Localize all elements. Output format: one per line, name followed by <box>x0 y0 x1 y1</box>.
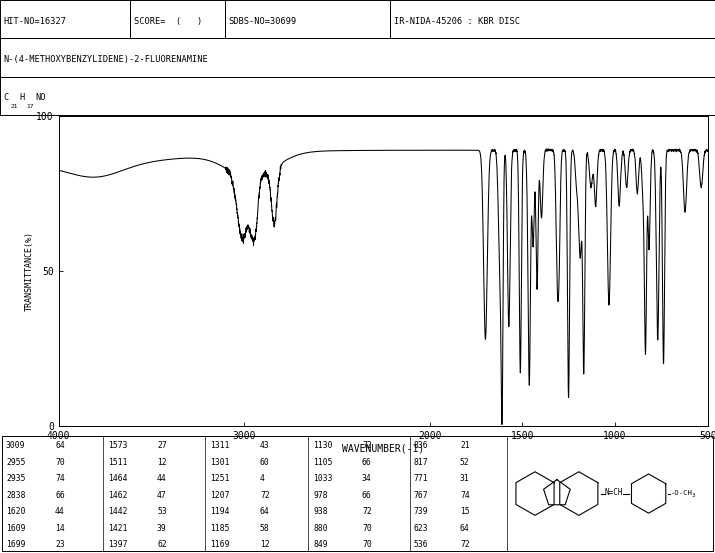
Text: 938: 938 <box>313 507 327 516</box>
Text: 70: 70 <box>55 458 65 467</box>
Text: 1130: 1130 <box>313 441 332 451</box>
Text: 43: 43 <box>260 441 270 451</box>
Text: 27: 27 <box>157 441 167 451</box>
Bar <box>0 77 715 115</box>
Text: 21: 21 <box>11 105 18 109</box>
Text: 39: 39 <box>157 524 167 533</box>
Text: 72: 72 <box>362 441 372 451</box>
Text: H: H <box>19 93 24 102</box>
Text: 1301: 1301 <box>210 458 230 467</box>
Text: 62: 62 <box>157 540 167 549</box>
Text: 31: 31 <box>460 474 470 483</box>
Text: 1194: 1194 <box>210 507 230 516</box>
Text: 4: 4 <box>260 474 265 483</box>
Bar <box>0 38 715 77</box>
Text: N-(4-METHOXYBENZYLIDENE)-2-FLUORENAMINE: N-(4-METHOXYBENZYLIDENE)-2-FLUORENAMINE <box>4 55 208 64</box>
Text: 74: 74 <box>460 491 470 500</box>
Y-axis label: TRANSMITTANCE(%): TRANSMITTANCE(%) <box>24 231 34 311</box>
Text: 1464: 1464 <box>108 474 127 483</box>
Text: 1251: 1251 <box>210 474 230 483</box>
Text: 44: 44 <box>157 474 167 483</box>
Text: 34: 34 <box>362 474 372 483</box>
Text: 1462: 1462 <box>108 491 127 500</box>
Text: 1169: 1169 <box>210 540 230 549</box>
Text: 1397: 1397 <box>108 540 127 549</box>
Text: 47: 47 <box>157 491 167 500</box>
Text: 1033: 1033 <box>313 474 332 483</box>
Text: 12: 12 <box>260 540 270 549</box>
Text: 64: 64 <box>260 507 270 516</box>
Text: N=CH: N=CH <box>605 488 623 497</box>
Text: 70: 70 <box>362 540 372 549</box>
Text: 72: 72 <box>460 540 470 549</box>
Text: 1620: 1620 <box>6 507 26 516</box>
Text: 739: 739 <box>413 507 428 516</box>
Text: 1421: 1421 <box>108 524 127 533</box>
Text: 2935: 2935 <box>6 474 26 483</box>
Text: 1185: 1185 <box>210 524 230 533</box>
Text: 23: 23 <box>55 540 65 549</box>
Text: 1442: 1442 <box>108 507 127 516</box>
Text: 52: 52 <box>460 458 470 467</box>
Text: 2838: 2838 <box>6 491 26 500</box>
Text: 12: 12 <box>157 458 167 467</box>
Text: C: C <box>4 93 9 102</box>
Text: 64: 64 <box>460 524 470 533</box>
Text: 880: 880 <box>313 524 327 533</box>
Text: 1573: 1573 <box>108 441 127 451</box>
Text: 58: 58 <box>260 524 270 533</box>
Text: 53: 53 <box>157 507 167 516</box>
Text: 1699: 1699 <box>6 540 26 549</box>
Text: 66: 66 <box>362 458 372 467</box>
Text: 44: 44 <box>55 507 65 516</box>
Text: 17: 17 <box>26 105 34 109</box>
Text: 14: 14 <box>55 524 65 533</box>
Text: 817: 817 <box>413 458 428 467</box>
Text: 1511: 1511 <box>108 458 127 467</box>
X-axis label: WAVENUMBER(-1): WAVENUMBER(-1) <box>342 444 425 453</box>
Text: 3: 3 <box>691 493 695 498</box>
Text: 1105: 1105 <box>313 458 332 467</box>
Text: HIT-NO=16327: HIT-NO=16327 <box>4 17 66 25</box>
Bar <box>390 0 715 38</box>
Text: 21: 21 <box>460 441 470 451</box>
Text: IR-NIDA-45206 : KBR DISC: IR-NIDA-45206 : KBR DISC <box>394 17 520 25</box>
Bar <box>0 0 130 38</box>
Text: 74: 74 <box>55 474 65 483</box>
Text: 1311: 1311 <box>210 441 230 451</box>
Text: -O-CH: -O-CH <box>671 489 692 495</box>
Text: 60: 60 <box>260 458 270 467</box>
Text: 66: 66 <box>55 491 65 500</box>
Text: 536: 536 <box>413 540 428 549</box>
Text: 1609: 1609 <box>6 524 26 533</box>
Text: 1207: 1207 <box>210 491 230 500</box>
Text: 978: 978 <box>313 491 327 500</box>
Text: 66: 66 <box>362 491 372 500</box>
Text: NO: NO <box>35 93 46 102</box>
Text: SDBS-NO=30699: SDBS-NO=30699 <box>229 17 297 25</box>
Text: 70: 70 <box>362 524 372 533</box>
Text: 767: 767 <box>413 491 428 500</box>
Text: 2955: 2955 <box>6 458 26 467</box>
Text: 64: 64 <box>55 441 65 451</box>
Text: 771: 771 <box>413 474 428 483</box>
Bar <box>130 0 225 38</box>
Text: 623: 623 <box>413 524 428 533</box>
Text: 72: 72 <box>362 507 372 516</box>
Text: 836: 836 <box>413 441 428 451</box>
Text: SCORE=  (   ): SCORE= ( ) <box>134 17 202 25</box>
Bar <box>225 0 390 38</box>
Text: 72: 72 <box>260 491 270 500</box>
Text: 849: 849 <box>313 540 327 549</box>
Text: 15: 15 <box>460 507 470 516</box>
Text: 3009: 3009 <box>6 441 26 451</box>
